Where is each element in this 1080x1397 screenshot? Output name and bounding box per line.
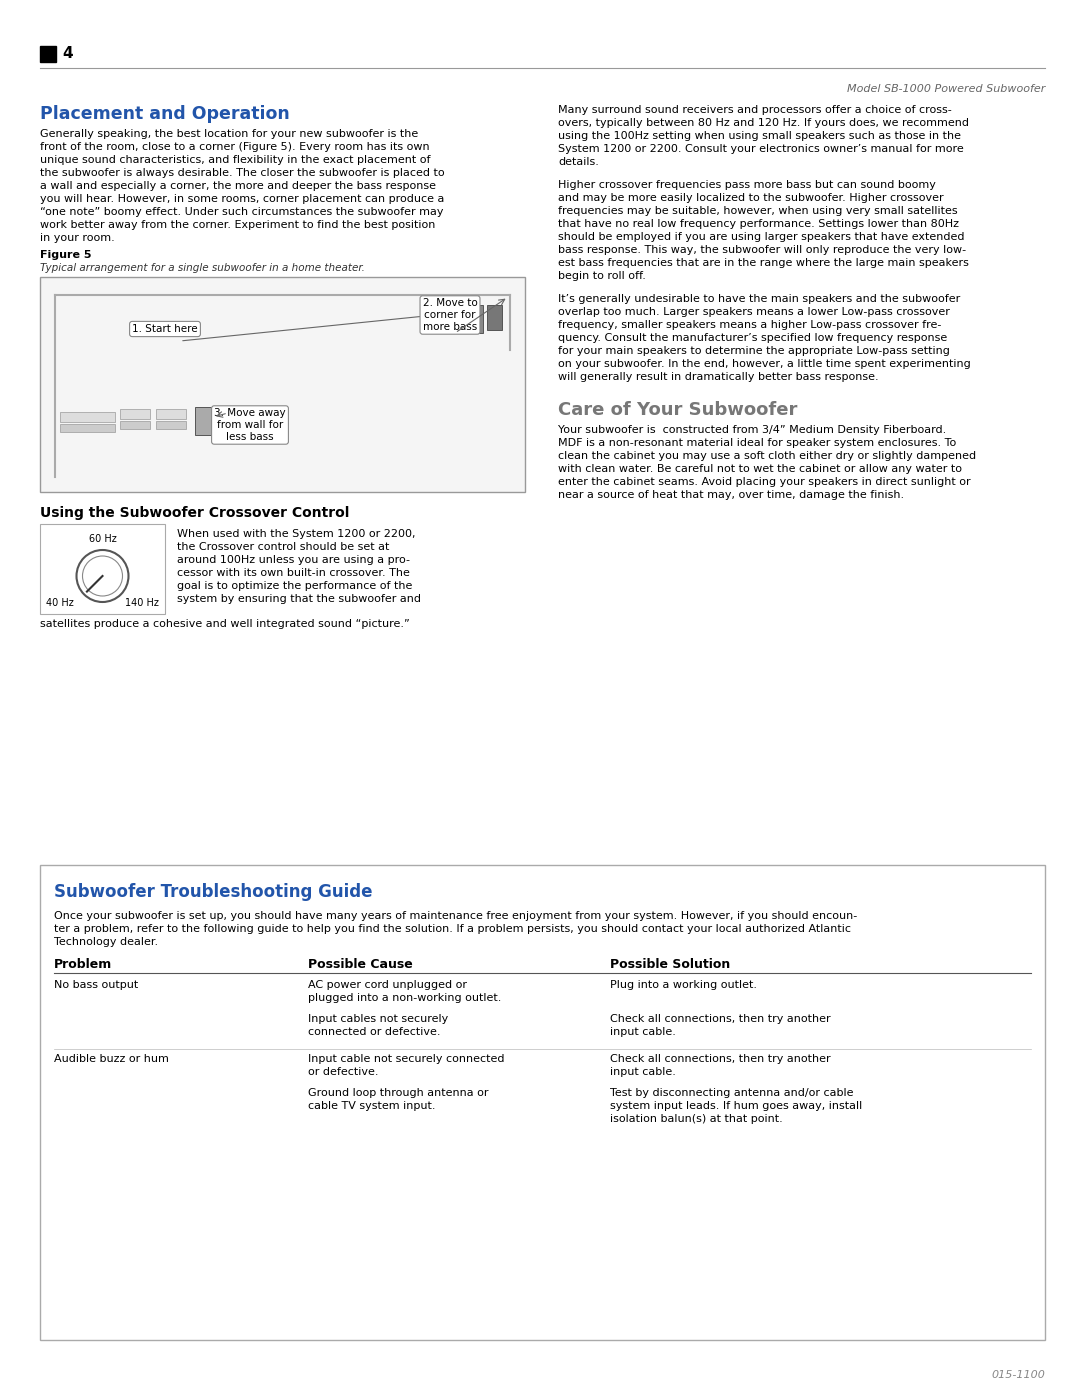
Text: Figure 5: Figure 5 xyxy=(40,250,92,260)
Text: bass response. This way, the subwoofer will only reproduce the very low-: bass response. This way, the subwoofer w… xyxy=(558,244,967,256)
Text: quency. Consult the manufacturer’s specified low frequency response: quency. Consult the manufacturer’s speci… xyxy=(558,332,947,344)
Text: cable TV system input.: cable TV system input. xyxy=(308,1101,435,1111)
Text: 60 Hz: 60 Hz xyxy=(89,534,117,543)
Text: 140 Hz: 140 Hz xyxy=(125,598,159,608)
Text: the Crossover control should be set at: the Crossover control should be set at xyxy=(177,542,390,552)
Text: It’s generally undesirable to have the main speakers and the subwoofer: It’s generally undesirable to have the m… xyxy=(558,293,960,305)
Text: that have no real low frequency performance. Settings lower than 80Hz: that have no real low frequency performa… xyxy=(558,219,959,229)
Text: isolation balun(s) at that point.: isolation balun(s) at that point. xyxy=(610,1113,783,1125)
Text: will generally result in dramatically better bass response.: will generally result in dramatically be… xyxy=(558,372,879,381)
Text: Audible buzz or hum: Audible buzz or hum xyxy=(54,1053,168,1065)
Bar xyxy=(40,865,1045,1340)
Bar xyxy=(120,420,150,429)
Text: using the 100Hz setting when using small speakers such as those in the: using the 100Hz setting when using small… xyxy=(558,131,961,141)
Bar xyxy=(156,420,186,429)
Text: ter a problem, refer to the following guide to help you find the solution. If a : ter a problem, refer to the following gu… xyxy=(54,923,851,935)
Text: and may be more easily localized to the subwoofer. Higher crossover: and may be more easily localized to the … xyxy=(558,193,944,203)
Text: for your main speakers to determine the appropriate Low-pass setting: for your main speakers to determine the … xyxy=(558,346,950,356)
Text: When used with the System 1200 or 2200,: When used with the System 1200 or 2200, xyxy=(177,529,416,539)
Text: 1. Start here: 1. Start here xyxy=(132,324,198,334)
Text: overlap too much. Larger speakers means a lower Low-pass crossover: overlap too much. Larger speakers means … xyxy=(558,307,950,317)
Text: frequency, smaller speakers means a higher Low-pass crossover fre-: frequency, smaller speakers means a high… xyxy=(558,320,942,330)
Bar xyxy=(447,305,463,327)
Text: Placement and Operation: Placement and Operation xyxy=(40,105,289,123)
Text: 015-1100: 015-1100 xyxy=(991,1370,1045,1380)
Text: details.: details. xyxy=(558,156,599,168)
Bar xyxy=(60,412,114,422)
Text: cessor with its own built-in crossover. The: cessor with its own built-in crossover. … xyxy=(177,569,410,578)
Bar xyxy=(60,425,114,432)
Text: a wall and especially a corner, the more and deeper the bass response: a wall and especially a corner, the more… xyxy=(40,182,436,191)
Text: Your subwoofer is  constructed from 3/4” Medium Density Fiberboard.: Your subwoofer is constructed from 3/4” … xyxy=(558,425,946,434)
Text: unique sound characteristics, and flexibility in the exact placement of: unique sound characteristics, and flexib… xyxy=(40,155,431,165)
Text: Test by disconnecting antenna and/or cable: Test by disconnecting antenna and/or cab… xyxy=(610,1088,853,1098)
Text: front of the room, close to a corner (Figure 5). Every room has its own: front of the room, close to a corner (Fi… xyxy=(40,142,430,152)
Text: Check all connections, then try another: Check all connections, then try another xyxy=(610,1014,831,1024)
Text: Ground loop through antenna or: Ground loop through antenna or xyxy=(308,1088,488,1098)
Text: or defective.: or defective. xyxy=(308,1067,378,1077)
Bar xyxy=(40,277,525,492)
Text: near a source of heat that may, over time, damage the finish.: near a source of heat that may, over tim… xyxy=(558,490,904,500)
Text: Possible Cause: Possible Cause xyxy=(308,958,413,971)
Text: input cable.: input cable. xyxy=(610,1027,676,1037)
Text: system input leads. If hum goes away, install: system input leads. If hum goes away, in… xyxy=(610,1101,862,1111)
Text: MDF is a non-resonant material ideal for speaker system enclosures. To: MDF is a non-resonant material ideal for… xyxy=(558,439,956,448)
Bar xyxy=(465,305,483,332)
Text: Model SB-1000 Powered Subwoofer: Model SB-1000 Powered Subwoofer xyxy=(847,84,1045,94)
Text: Typical arrangement for a single subwoofer in a home theater.: Typical arrangement for a single subwoof… xyxy=(40,263,365,272)
Text: enter the cabinet seams. Avoid placing your speakers in direct sunlight or: enter the cabinet seams. Avoid placing y… xyxy=(558,476,971,488)
Bar xyxy=(195,407,213,434)
Text: you will hear. However, in some rooms, corner placement can produce a: you will hear. However, in some rooms, c… xyxy=(40,194,444,204)
Bar xyxy=(40,524,165,615)
Text: “one note” boomy effect. Under such circumstances the subwoofer may: “one note” boomy effect. Under such circ… xyxy=(40,207,444,217)
Text: 40 Hz: 40 Hz xyxy=(46,598,73,608)
Text: Input cable not securely connected: Input cable not securely connected xyxy=(308,1053,504,1065)
Text: with clean water. Be careful not to wet the cabinet or allow any water to: with clean water. Be careful not to wet … xyxy=(558,464,962,474)
Bar xyxy=(40,46,56,61)
Text: begin to roll off.: begin to roll off. xyxy=(558,271,646,281)
Text: Subwoofer Troubleshooting Guide: Subwoofer Troubleshooting Guide xyxy=(54,883,373,901)
Text: Technology dealer.: Technology dealer. xyxy=(54,937,158,947)
Text: the subwoofer is always desirable. The closer the subwoofer is placed to: the subwoofer is always desirable. The c… xyxy=(40,168,445,177)
Text: around 100Hz unless you are using a pro-: around 100Hz unless you are using a pro- xyxy=(177,555,410,564)
Text: est bass frequencies that are in the range where the large main speakers: est bass frequencies that are in the ran… xyxy=(558,258,969,268)
Bar xyxy=(120,409,150,419)
Text: Once your subwoofer is set up, you should have many years of maintenance free en: Once your subwoofer is set up, you shoul… xyxy=(54,911,858,921)
Text: goal is to optimize the performance of the: goal is to optimize the performance of t… xyxy=(177,581,413,591)
Bar xyxy=(156,409,186,419)
Text: in your room.: in your room. xyxy=(40,233,114,243)
Text: satellites produce a cohesive and well integrated sound “picture.”: satellites produce a cohesive and well i… xyxy=(40,619,409,629)
Text: 2. Move to
corner for
more bass: 2. Move to corner for more bass xyxy=(422,299,477,331)
Text: Problem: Problem xyxy=(54,958,112,971)
Text: clean the cabinet you may use a soft cloth either dry or slightly dampened: clean the cabinet you may use a soft clo… xyxy=(558,451,976,461)
Text: Higher crossover frequencies pass more bass but can sound boomy: Higher crossover frequencies pass more b… xyxy=(558,180,936,190)
Text: Care of Your Subwoofer: Care of Your Subwoofer xyxy=(558,401,797,419)
Text: input cable.: input cable. xyxy=(610,1067,676,1077)
Text: work better away from the corner. Experiment to find the best position: work better away from the corner. Experi… xyxy=(40,219,435,231)
Text: on your subwoofer. In the end, however, a little time spent experimenting: on your subwoofer. In the end, however, … xyxy=(558,359,971,369)
Text: Possible Solution: Possible Solution xyxy=(610,958,730,971)
Text: AC power cord unplugged or: AC power cord unplugged or xyxy=(308,981,467,990)
Text: System 1200 or 2200. Consult your electronics owner’s manual for more: System 1200 or 2200. Consult your electr… xyxy=(558,144,963,154)
Text: 4: 4 xyxy=(62,46,72,61)
Text: Plug into a working outlet.: Plug into a working outlet. xyxy=(610,981,757,990)
Text: should be employed if you are using larger speakers that have extended: should be employed if you are using larg… xyxy=(558,232,964,242)
Text: overs, typically between 80 Hz and 120 Hz. If yours does, we recommend: overs, typically between 80 Hz and 120 H… xyxy=(558,117,969,129)
Bar xyxy=(487,305,502,330)
Text: No bass output: No bass output xyxy=(54,981,138,990)
Text: Using the Subwoofer Crossover Control: Using the Subwoofer Crossover Control xyxy=(40,506,349,520)
Text: Many surround sound receivers and processors offer a choice of cross-: Many surround sound receivers and proces… xyxy=(558,105,951,115)
Text: plugged into a non-working outlet.: plugged into a non-working outlet. xyxy=(308,993,501,1003)
Text: frequencies may be suitable, however, when using very small satellites: frequencies may be suitable, however, wh… xyxy=(558,205,958,217)
Text: connected or defective.: connected or defective. xyxy=(308,1027,441,1037)
Text: Check all connections, then try another: Check all connections, then try another xyxy=(610,1053,831,1065)
Text: Input cables not securely: Input cables not securely xyxy=(308,1014,448,1024)
Text: 3. Move away
from wall for
less bass: 3. Move away from wall for less bass xyxy=(214,408,286,441)
Text: system by ensuring that the subwoofer and: system by ensuring that the subwoofer an… xyxy=(177,594,421,604)
Text: Generally speaking, the best location for your new subwoofer is the: Generally speaking, the best location fo… xyxy=(40,129,418,138)
